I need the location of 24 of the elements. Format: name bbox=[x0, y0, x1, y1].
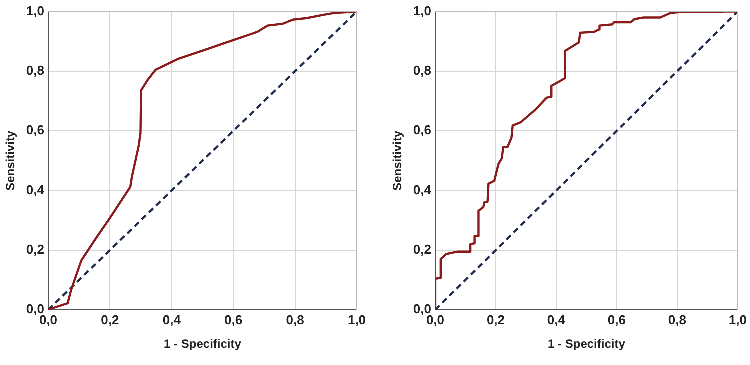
y-tick-label: 0,6 bbox=[26, 122, 44, 138]
y-tick-label: 0,2 bbox=[413, 242, 432, 257]
x-tick-label: 0,4 bbox=[162, 312, 182, 328]
y-tick-label: 1,0 bbox=[413, 3, 432, 18]
x-axis-title: 1 - Specificity bbox=[164, 337, 242, 352]
y-tick-label: 0,8 bbox=[413, 63, 432, 78]
x-tick-label: 0,8 bbox=[286, 312, 304, 328]
y-axis-title: Sensitivity bbox=[4, 130, 18, 191]
y-tick-label: 1,0 bbox=[26, 3, 44, 18]
x-tick-label: 0,4 bbox=[547, 312, 566, 328]
x-tick-label: 0,6 bbox=[224, 312, 243, 328]
y-tick-label: 0,6 bbox=[413, 122, 432, 138]
x-axis-title: 1 - Specificity bbox=[548, 337, 626, 352]
y-axis-title: Sensitivity bbox=[390, 130, 405, 191]
x-tick-label: 0,2 bbox=[101, 312, 120, 328]
y-tick-label: 0,4 bbox=[413, 182, 432, 198]
y-tick-label: 0,2 bbox=[26, 242, 44, 257]
x-tick-label: 0,6 bbox=[608, 312, 626, 328]
x-tick-label: 1,0 bbox=[728, 312, 748, 328]
y-tick-label: 0,8 bbox=[26, 63, 44, 78]
x-tick-label: 0,2 bbox=[486, 312, 506, 328]
y-tick-label: 0,4 bbox=[26, 182, 46, 198]
x-tick-label: 1,0 bbox=[348, 312, 366, 328]
x-tick-label: 0,8 bbox=[668, 312, 687, 328]
